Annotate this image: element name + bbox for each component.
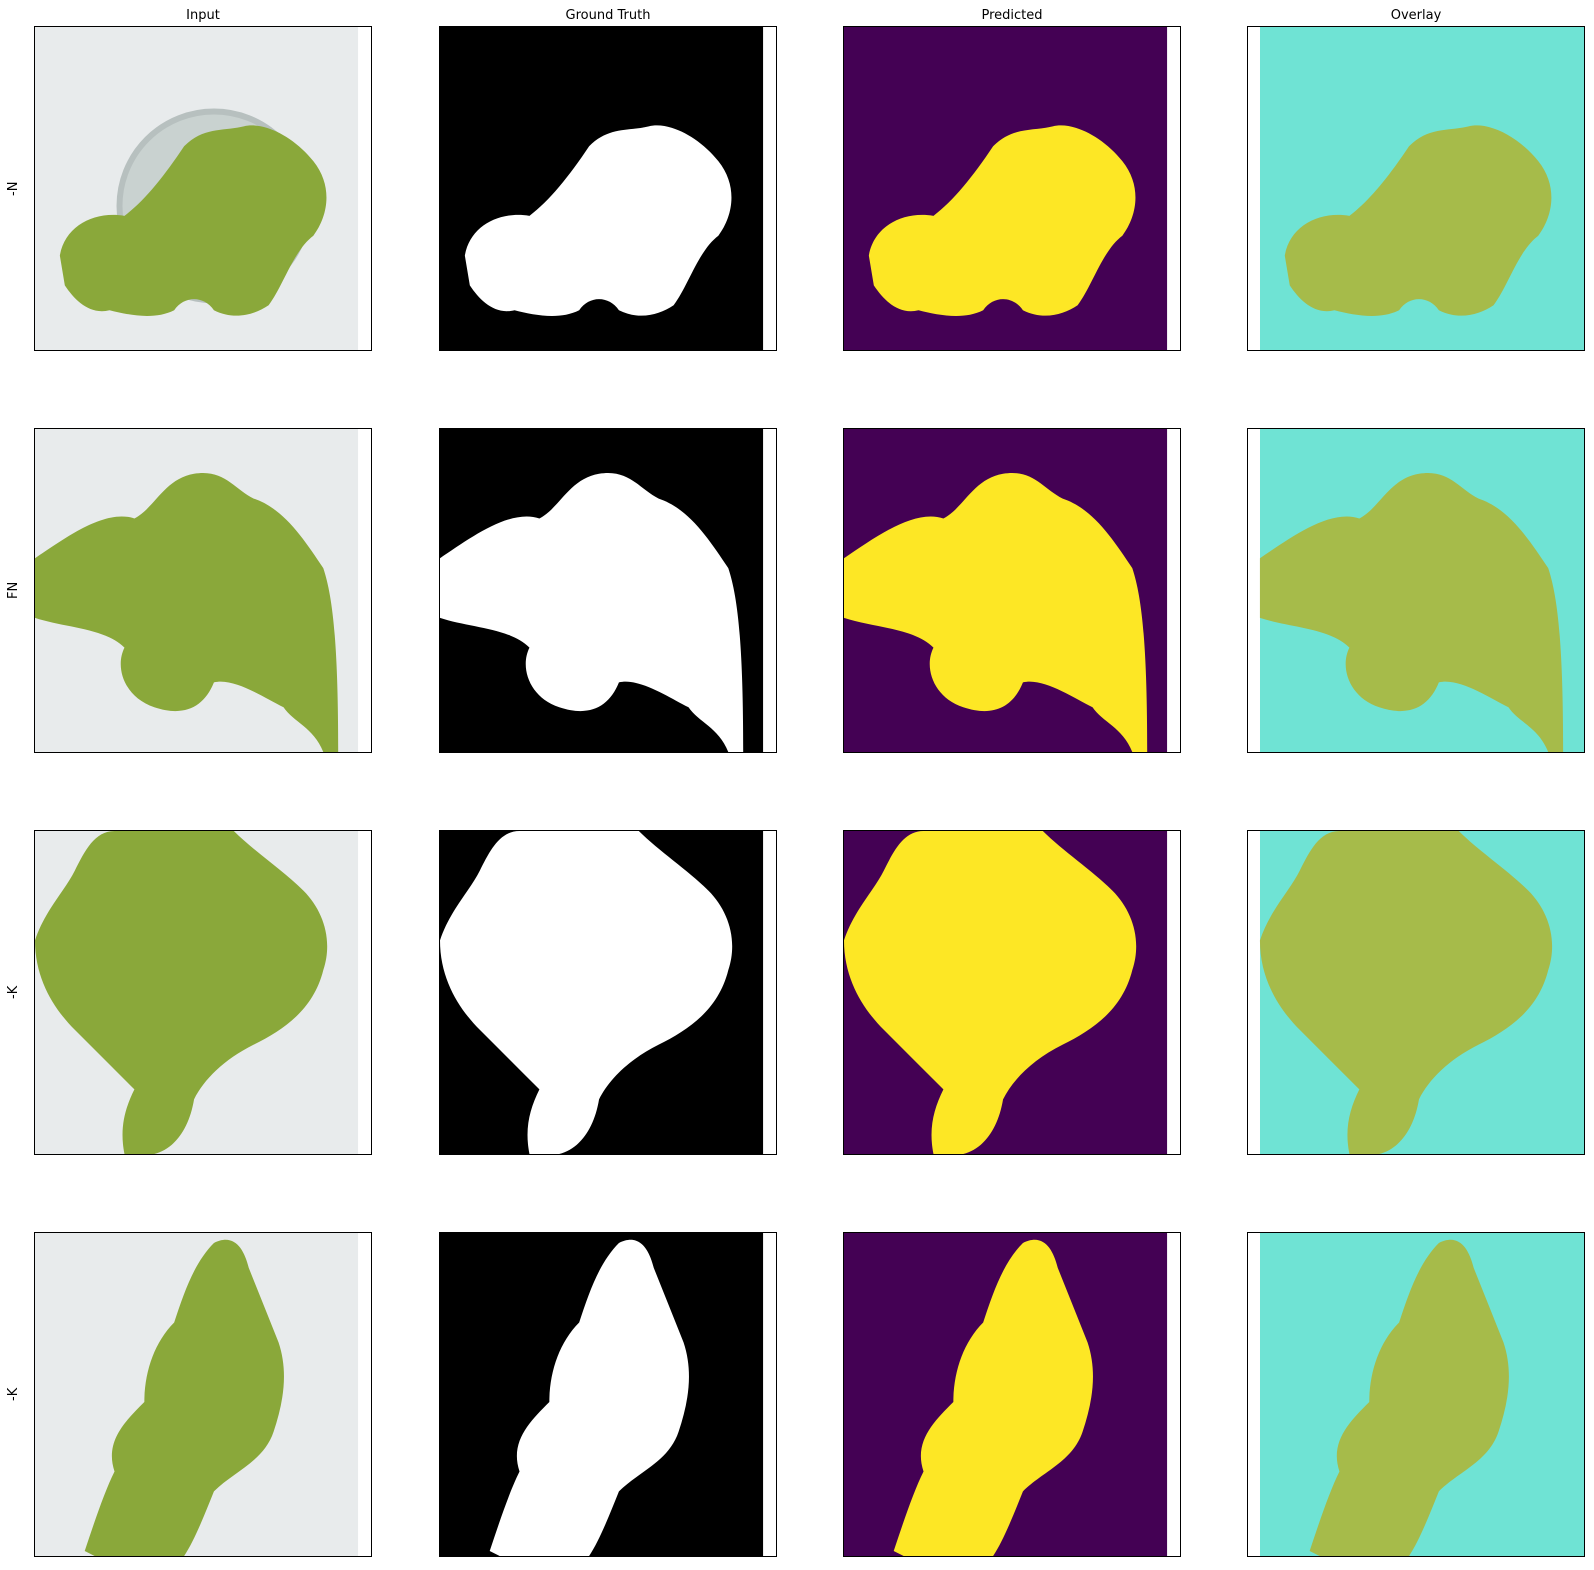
panel-row1-overlay: [1247, 26, 1585, 351]
row-label-4: -K: [6, 1387, 21, 1402]
row-label-1: -N: [6, 181, 21, 196]
lettuce-plant: [84, 1239, 284, 1556]
ground-truth-mask: [489, 1239, 689, 1556]
ground-truth-image: [440, 429, 764, 752]
ground-truth-image: [440, 831, 764, 1154]
ground-truth-mask: [440, 472, 744, 752]
ground-truth-mask: [440, 831, 733, 1154]
column-title-predicted: Predicted: [981, 8, 1043, 23]
predicted-image: [844, 27, 1168, 350]
predicted-mask: [844, 831, 1137, 1154]
predicted-image: [844, 1233, 1168, 1556]
panel-row3-input: [34, 830, 372, 1155]
lettuce-plant: [59, 125, 327, 316]
panel-row1-predicted: [843, 26, 1181, 351]
row-label-3: -K: [6, 985, 21, 1000]
overlay-image: [1248, 429, 1584, 752]
column-title-ground-truth: Ground Truth: [565, 8, 651, 23]
predicted-image: [844, 831, 1168, 1154]
panel-row2-input: [34, 428, 372, 753]
input-image: [35, 1233, 359, 1556]
panel-row4-overlay: [1247, 1232, 1585, 1557]
ground-truth-image: [440, 1233, 764, 1556]
overlay-image: [1248, 27, 1584, 350]
overlay-plant: [1309, 1239, 1509, 1556]
panel-row3-overlay: [1247, 830, 1585, 1155]
predicted-mask: [844, 472, 1148, 752]
predicted-image: [844, 429, 1168, 752]
row-label-2: FN: [6, 581, 21, 600]
predicted-mask: [868, 125, 1136, 316]
ground-truth-image: [440, 27, 764, 350]
ground-truth-mask: [464, 125, 732, 316]
input-image: [35, 831, 359, 1154]
panel-row1-input: [34, 26, 372, 351]
input-image: [35, 429, 359, 752]
panel-row2-ground-truth: [439, 428, 777, 753]
column-title-input: Input: [186, 8, 220, 23]
panel-row1-ground-truth: [439, 26, 777, 351]
overlay-image: [1248, 831, 1584, 1154]
panel-row2-overlay: [1247, 428, 1585, 753]
panel-row3-predicted: [843, 830, 1181, 1155]
overlay-plant: [1259, 472, 1564, 752]
overlay-plant: [1259, 831, 1553, 1154]
overlay-plant: [1284, 125, 1552, 316]
panel-row4-ground-truth: [439, 1232, 777, 1557]
lettuce-plant: [35, 831, 328, 1154]
predicted-mask: [893, 1239, 1093, 1556]
overlay-image: [1248, 1233, 1584, 1556]
panel-row2-predicted: [843, 428, 1181, 753]
panel-row4-input: [34, 1232, 372, 1557]
column-title-overlay: Overlay: [1390, 8, 1442, 23]
panel-row4-predicted: [843, 1232, 1181, 1557]
input-image: [35, 27, 359, 350]
panel-row3-ground-truth: [439, 830, 777, 1155]
lettuce-plant: [35, 472, 339, 752]
